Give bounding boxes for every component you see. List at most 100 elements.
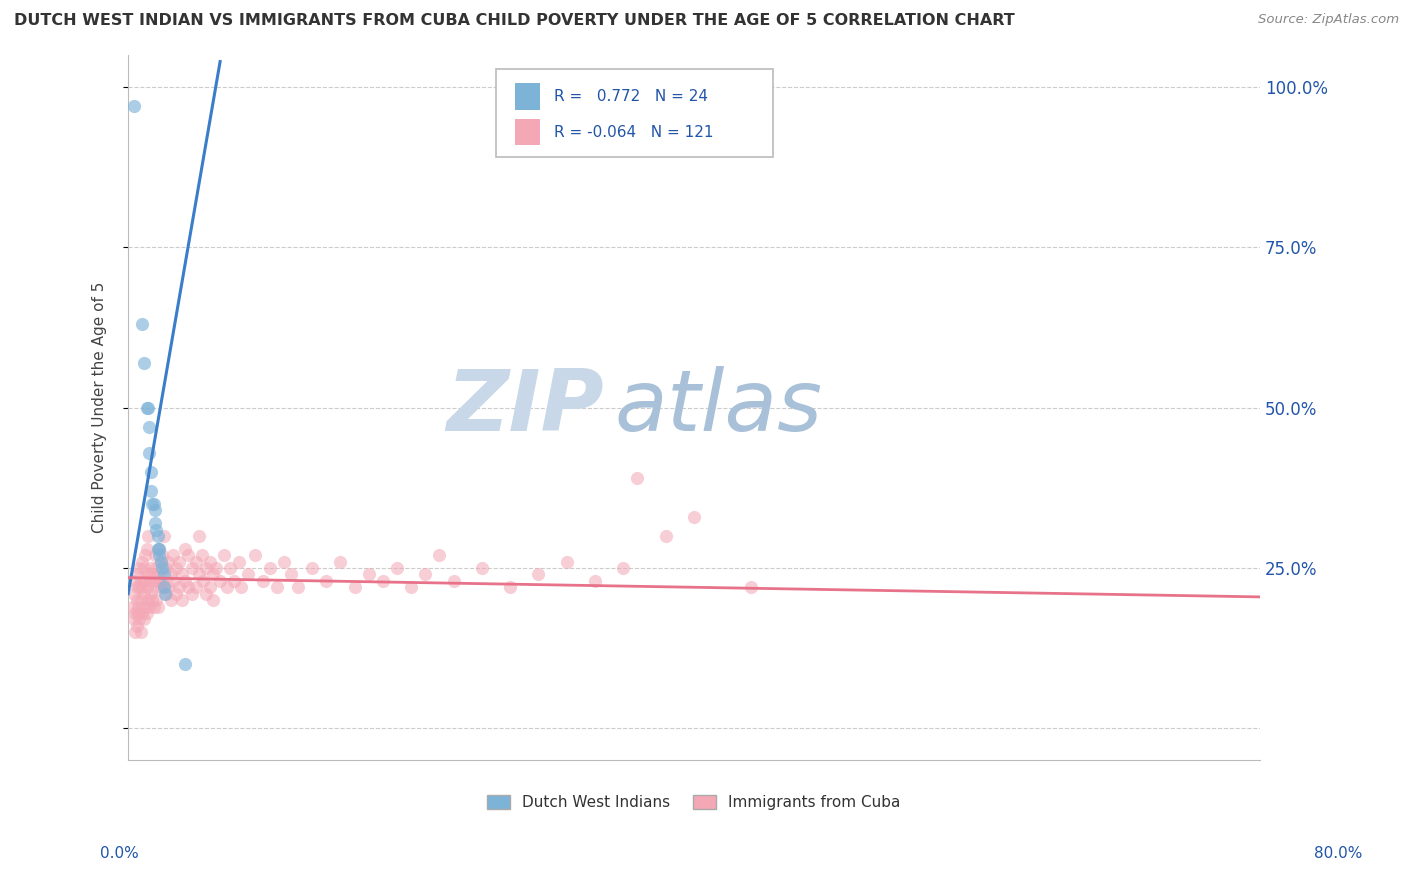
Point — [146, 599, 169, 614]
Point — [139, 561, 162, 575]
Point — [194, 561, 217, 575]
Point — [143, 516, 166, 531]
Point — [149, 580, 172, 594]
Point — [443, 574, 465, 588]
Point — [228, 555, 250, 569]
Point — [150, 561, 173, 575]
Point — [127, 567, 149, 582]
Point — [280, 567, 302, 582]
Point — [152, 567, 174, 582]
Point — [136, 529, 159, 543]
Point — [128, 561, 150, 575]
Point — [217, 580, 239, 594]
Y-axis label: Child Poverty Under the Age of 5: Child Poverty Under the Age of 5 — [93, 282, 107, 533]
Point — [138, 574, 160, 588]
Point — [128, 580, 150, 594]
Point — [167, 555, 190, 569]
Point — [136, 401, 159, 415]
Point — [184, 555, 207, 569]
Point — [190, 548, 212, 562]
Point — [122, 612, 145, 626]
Bar — [515, 83, 540, 110]
Point — [148, 541, 170, 556]
Point — [142, 574, 165, 588]
Point — [145, 593, 167, 607]
Point — [156, 555, 179, 569]
Point — [145, 523, 167, 537]
Point — [202, 593, 225, 607]
Point — [124, 606, 146, 620]
Point — [134, 599, 156, 614]
Text: DUTCH WEST INDIAN VS IMMIGRANTS FROM CUBA CHILD POVERTY UNDER THE AGE OF 5 CORRE: DUTCH WEST INDIAN VS IMMIGRANTS FROM CUB… — [14, 13, 1015, 29]
Point — [121, 599, 143, 614]
Point — [173, 574, 195, 588]
Point — [224, 574, 246, 588]
Point — [129, 625, 152, 640]
Point — [343, 580, 366, 594]
Point — [138, 445, 160, 459]
Point — [205, 561, 228, 575]
Point — [148, 548, 170, 562]
Point — [148, 541, 170, 556]
Point — [131, 580, 153, 594]
Point — [259, 561, 281, 575]
Point — [287, 580, 309, 594]
Point — [150, 574, 173, 588]
Point — [132, 561, 155, 575]
Point — [357, 567, 380, 582]
Point — [143, 580, 166, 594]
Point — [219, 561, 242, 575]
Point — [162, 548, 184, 562]
Point — [146, 541, 169, 556]
Point — [135, 606, 157, 620]
Point — [142, 599, 165, 614]
Point — [132, 356, 155, 370]
Point — [146, 567, 169, 582]
Point — [146, 529, 169, 543]
Point — [138, 420, 160, 434]
Point — [125, 593, 148, 607]
Point — [385, 561, 408, 575]
Point — [131, 555, 153, 569]
Point — [131, 318, 153, 332]
Point — [132, 612, 155, 626]
Point — [143, 548, 166, 562]
Point — [654, 529, 676, 543]
Point — [176, 580, 198, 594]
Point — [134, 574, 156, 588]
Point — [180, 587, 202, 601]
Point — [429, 548, 451, 562]
Point — [165, 587, 187, 601]
FancyBboxPatch shape — [496, 70, 773, 157]
Point — [583, 574, 606, 588]
Point — [180, 561, 202, 575]
Point — [135, 401, 157, 415]
Point — [142, 497, 165, 511]
Point — [138, 599, 160, 614]
Point — [626, 471, 648, 485]
Text: R =   0.772   N = 24: R = 0.772 N = 24 — [554, 89, 707, 104]
Point — [214, 548, 236, 562]
Bar — [515, 119, 540, 145]
Point — [266, 580, 288, 594]
Point — [141, 497, 163, 511]
Point — [740, 580, 762, 594]
Point — [134, 548, 156, 562]
Point — [371, 574, 394, 588]
Text: 80.0%: 80.0% — [1315, 847, 1362, 861]
Point — [555, 555, 578, 569]
Point — [527, 567, 550, 582]
Point — [167, 580, 190, 594]
Point — [129, 593, 152, 607]
Point — [612, 561, 634, 575]
Point — [399, 580, 422, 594]
Point — [170, 593, 193, 607]
Point — [149, 555, 172, 569]
Legend: Dutch West Indians, Immigrants from Cuba: Dutch West Indians, Immigrants from Cuba — [481, 789, 907, 816]
Point — [128, 612, 150, 626]
Point — [165, 561, 187, 575]
Point — [194, 587, 217, 601]
Point — [143, 503, 166, 517]
Point — [141, 567, 163, 582]
Point — [139, 465, 162, 479]
